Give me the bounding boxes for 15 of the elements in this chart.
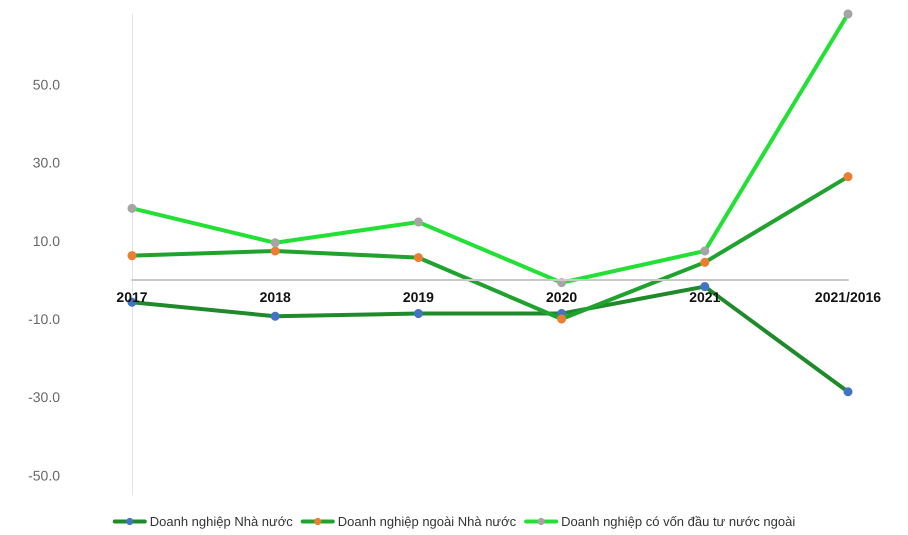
y-tick-label: -30.0 [28,389,60,406]
y-tick-label: -50.0 [28,467,60,484]
x-tick-label: 2021 [689,288,721,305]
y-tick-label: 10.0 [32,232,60,249]
x-tick-label: 2017 [116,288,148,305]
y-tick-label: -10.0 [28,311,60,328]
legend-label: Doanh nghiệp ngoài Nhà nước [338,514,517,529]
x-tick-label: 2021/2016 [814,288,882,305]
x-tick-label: 2018 [260,288,291,305]
y-tick-label: 30.0 [32,154,60,171]
legend-label: Doanh nghiệp có vốn đầu tư nước ngoài [561,514,796,529]
y-tick-label: 50.0 [32,76,60,92]
x-tick-label: 2019 [402,288,434,305]
legend-label: Doanh nghiệp Nhà nước [150,514,294,529]
x-tick-label: 2020 [546,288,578,305]
